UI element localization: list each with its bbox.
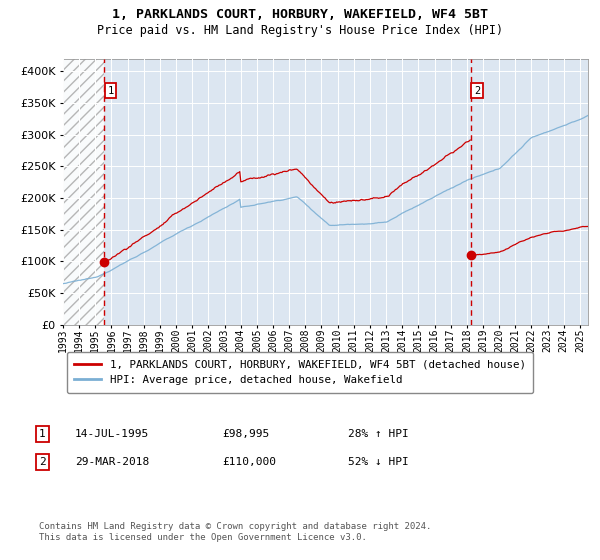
Bar <box>63 59 104 325</box>
Text: 2: 2 <box>474 86 480 96</box>
Text: 29-MAR-2018: 29-MAR-2018 <box>75 457 149 467</box>
Text: 52% ↓ HPI: 52% ↓ HPI <box>348 457 409 467</box>
Text: 14-JUL-1995: 14-JUL-1995 <box>75 429 149 439</box>
Text: £98,995: £98,995 <box>222 429 269 439</box>
Text: 1: 1 <box>107 86 113 96</box>
Text: 1: 1 <box>39 429 46 439</box>
Text: Contains HM Land Registry data © Crown copyright and database right 2024.
This d: Contains HM Land Registry data © Crown c… <box>39 522 431 542</box>
Text: 1, PARKLANDS COURT, HORBURY, WAKEFIELD, WF4 5BT: 1, PARKLANDS COURT, HORBURY, WAKEFIELD, … <box>112 8 488 21</box>
Text: Price paid vs. HM Land Registry's House Price Index (HPI): Price paid vs. HM Land Registry's House … <box>97 24 503 36</box>
Legend: 1, PARKLANDS COURT, HORBURY, WAKEFIELD, WF4 5BT (detached house), HPI: Average p: 1, PARKLANDS COURT, HORBURY, WAKEFIELD, … <box>67 352 533 393</box>
Text: £110,000: £110,000 <box>222 457 276 467</box>
Text: 2: 2 <box>39 457 46 467</box>
Text: 28% ↑ HPI: 28% ↑ HPI <box>348 429 409 439</box>
